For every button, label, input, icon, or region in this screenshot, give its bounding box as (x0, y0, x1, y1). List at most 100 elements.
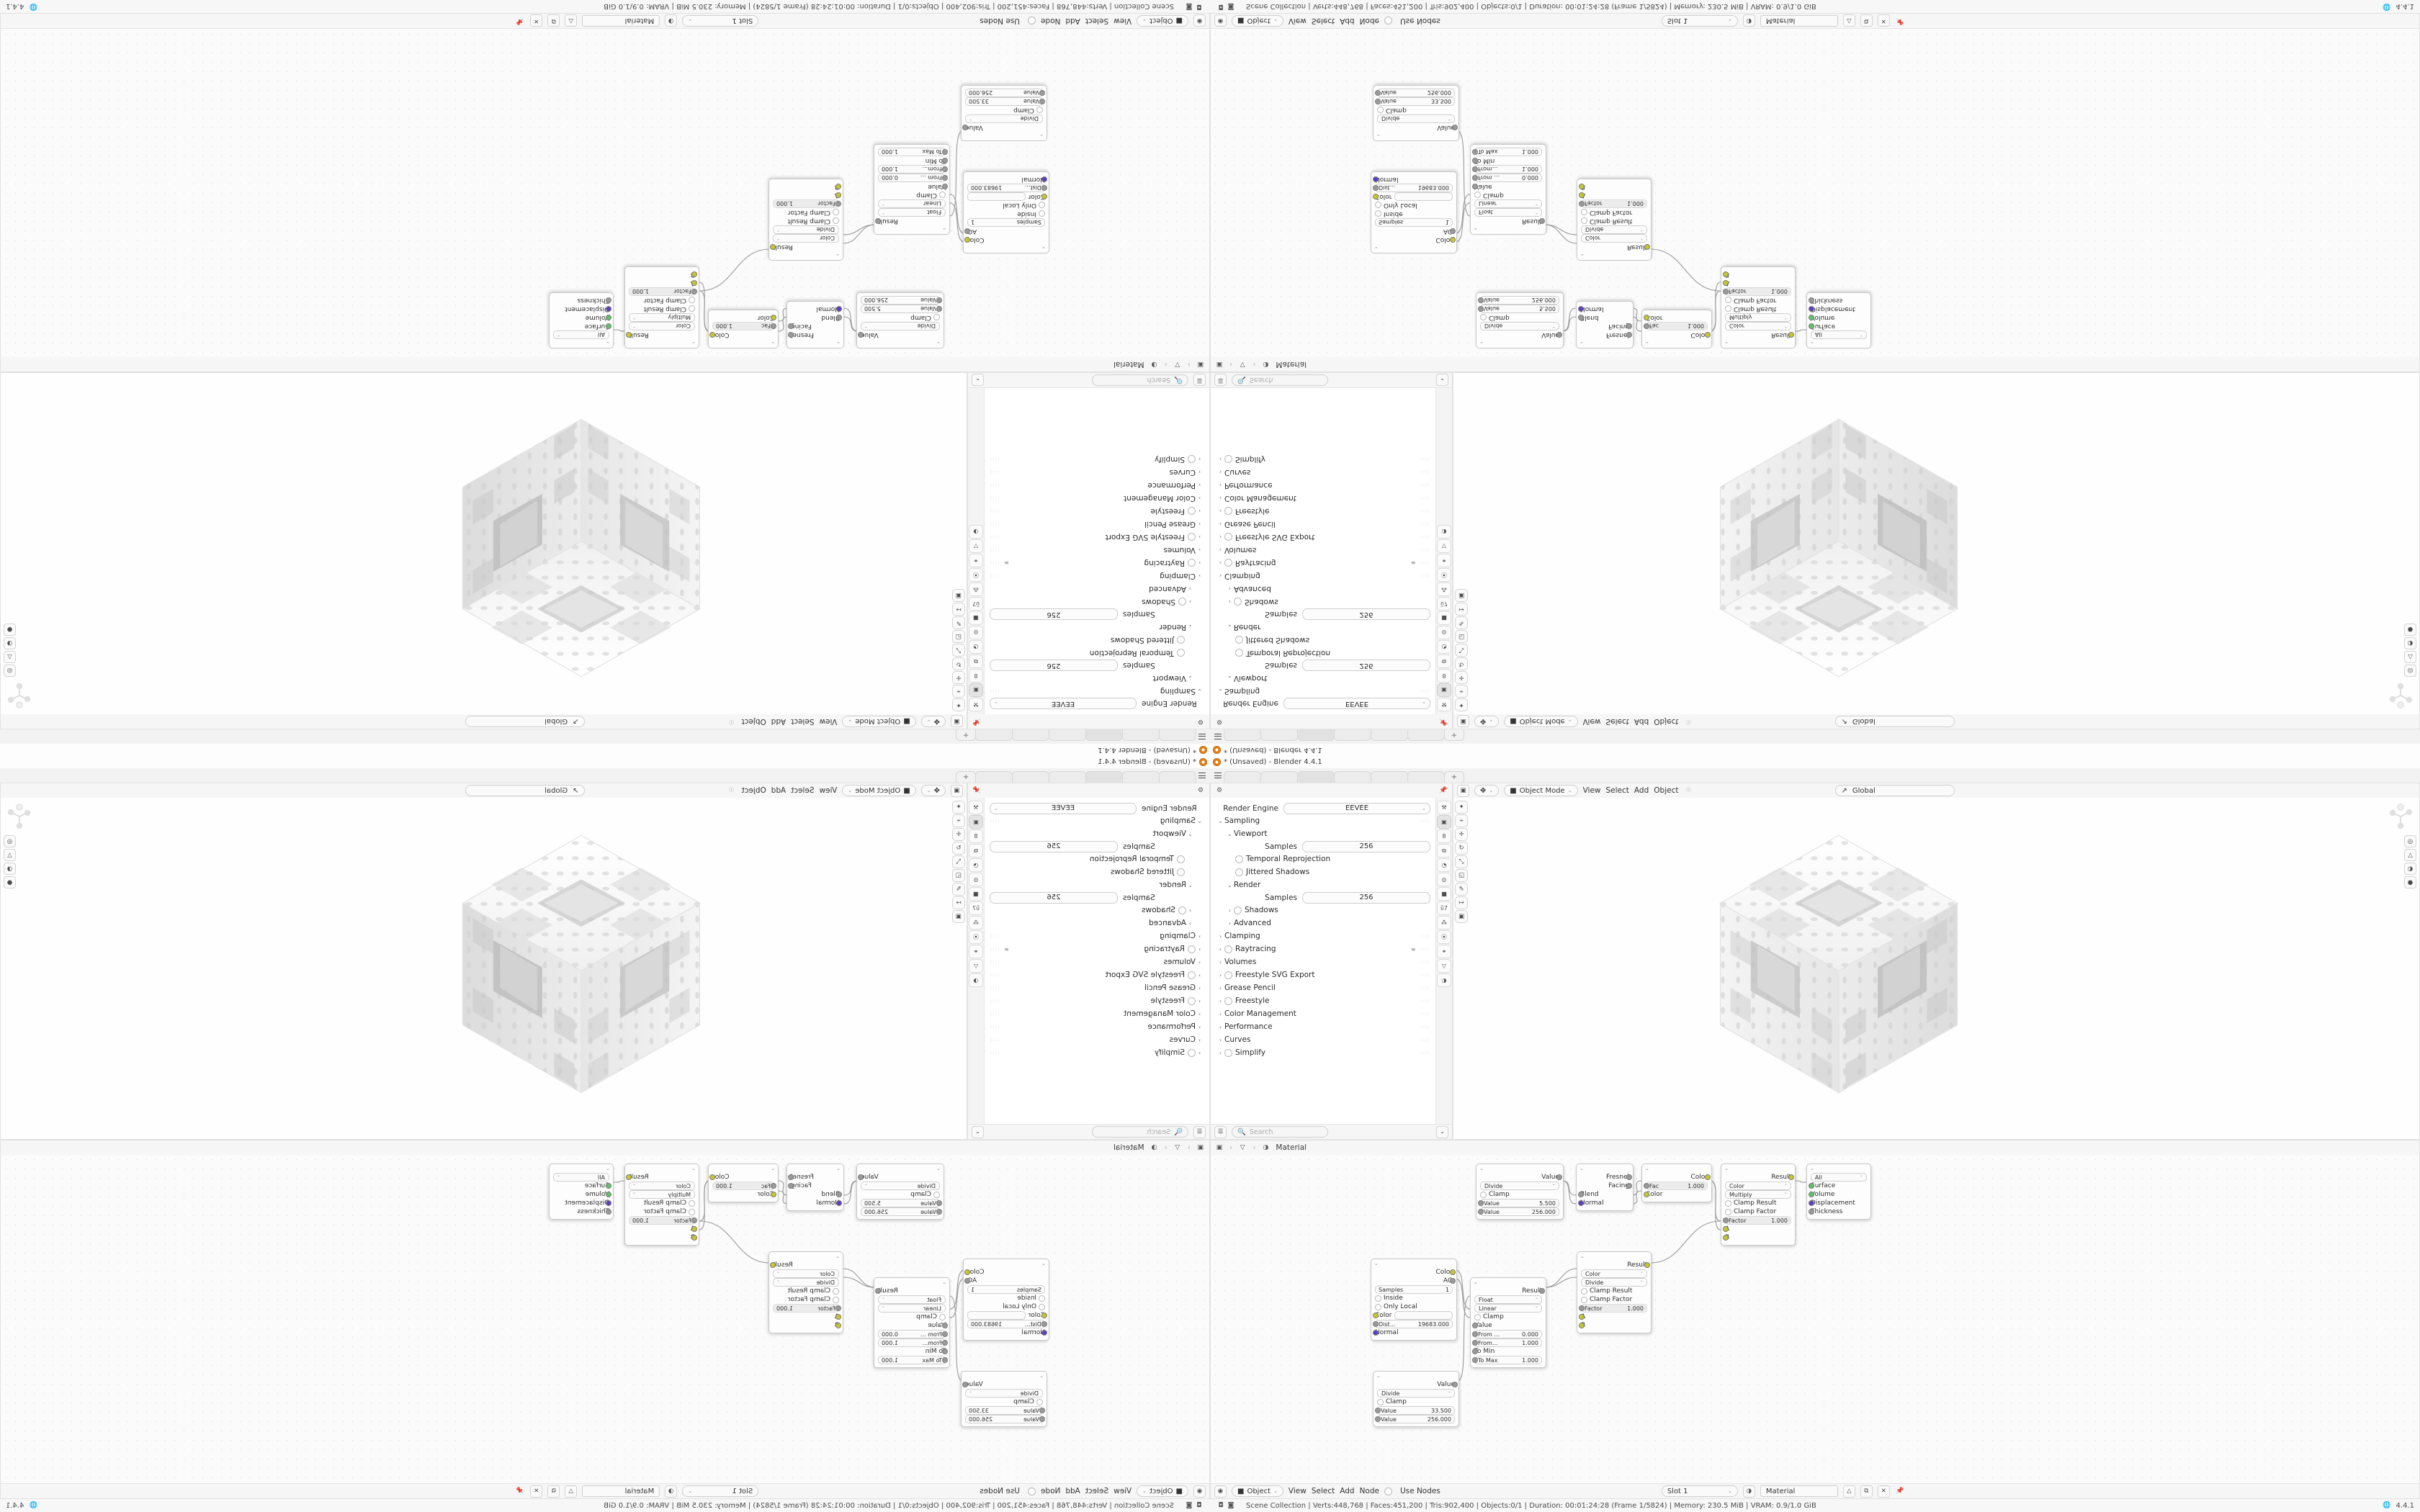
property-value-field[interactable]: 256 (1302, 841, 1430, 852)
node-value-row[interactable]: To Max 1.000 (1474, 148, 1542, 156)
use-nodes-checkbox[interactable] (1028, 17, 1036, 25)
property-section-header[interactable]: ⌄ Sampling:::: (990, 685, 1204, 698)
socket-dot-yel[interactable] (1450, 237, 1456, 243)
rotate-tool-icon[interactable]: ↻ (1455, 842, 1468, 855)
checkbox[interactable] (1480, 1192, 1487, 1198)
tweak-tool-icon[interactable]: ✦ (1455, 698, 1468, 711)
shader-node[interactable]: ⌄ValueDivideClampValue5.500Value256.000 (1476, 292, 1564, 348)
shader-node[interactable]: ⌄ Fresnel Facing Blend Normal (786, 301, 844, 348)
node-output-socket[interactable]: Value (1480, 1173, 1559, 1182)
object-mode-dropdown[interactable]: ■ Object Mode ⌄ (842, 716, 915, 727)
socket-dot-gry[interactable] (1809, 297, 1814, 303)
preset-list-icon[interactable]: ≡ (1004, 946, 1009, 953)
socket-dot-pur[interactable] (1042, 1330, 1048, 1336)
node-output-socket[interactable]: Result (773, 243, 839, 251)
node-value-field[interactable]: Factor 1.000 (629, 1216, 695, 1225)
gizmo-icon[interactable]: ☉ (727, 786, 737, 796)
socket-dot-gry[interactable] (1472, 175, 1478, 181)
property-section-header[interactable]: › Raytracing ≡:::: (1216, 942, 1430, 955)
node-dropdown[interactable]: Divide (1480, 322, 1559, 331)
annotate-tool-icon[interactable]: ✎ (1455, 616, 1468, 629)
preset-list-icon[interactable]: ≡ (1004, 560, 1009, 567)
workspace-tab[interactable] (1122, 771, 1160, 783)
menu-object[interactable]: Object (742, 786, 766, 795)
checkbox[interactable] (1377, 1399, 1384, 1405)
node-value-field[interactable]: To Max 1.000 (878, 1356, 946, 1365)
disclosure-triangle-icon[interactable]: ⌄ (1226, 675, 1234, 682)
node-collapse-icon[interactable]: ⌄ (1721, 1164, 1795, 1172)
socket-dot-yel[interactable] (1579, 1323, 1585, 1328)
scale-tool-icon[interactable]: ⤡ (952, 644, 965, 657)
section-toggle-checkbox[interactable] (1178, 598, 1186, 606)
shader-node-canvas[interactable]: ⌄ValueDivideClampValue5.500Value256.000⌄… (1211, 1155, 2419, 1484)
render-engine-dropdown[interactable]: EEVEE ⌄ (1283, 803, 1430, 814)
property-checkbox-row[interactable]: Temporal Reprojection (990, 647, 1204, 660)
add-cube-tool-icon[interactable]: ▣ (952, 589, 965, 602)
property-section-header[interactable]: ⌄ Viewport (1216, 827, 1430, 840)
pin-icon[interactable]: 📌 (972, 786, 982, 796)
use-nodes-checkbox[interactable] (1028, 1488, 1036, 1495)
material-name-field[interactable]: Material (582, 15, 660, 27)
node-value-row[interactable]: Value 5.500 (861, 1199, 940, 1207)
socket-dot-gry[interactable] (1578, 315, 1584, 320)
node-dropdown-row[interactable]: Divide (1480, 322, 1559, 330)
node-dropdown[interactable]: Divide (861, 322, 940, 331)
disclosure-triangle-icon[interactable]: › (1216, 972, 1224, 978)
disclosure-triangle-icon[interactable]: › (1216, 1037, 1224, 1043)
node-input-row[interactable]: Normal (791, 305, 840, 313)
workspace-tab[interactable] (1260, 771, 1298, 783)
disclosure-triangle-icon[interactable]: › (1216, 959, 1224, 966)
node-input-row[interactable]: Color (1646, 1190, 1708, 1199)
pin-icon[interactable]: 📌 (1895, 16, 1905, 26)
node-input-row[interactable]: B (1725, 270, 1791, 279)
node-input-row[interactable]: A (1725, 1225, 1791, 1233)
object-mode-dropdown[interactable]: ■ Object Mode ⌄ (1504, 716, 1577, 727)
node-input-row[interactable]: Blend (1580, 313, 1629, 322)
node-value-row[interactable]: To Max 1.000 (1474, 1356, 1542, 1364)
disclosure-triangle-icon[interactable]: ⌄ (1226, 882, 1234, 888)
node-value-row[interactable]: Dist... 19683.000 (1375, 1320, 1453, 1328)
node-input-row[interactable]: Displacement (1811, 305, 1867, 313)
node-collapse-icon[interactable]: ⌄ (1721, 340, 1795, 348)
socket-dot-gry[interactable] (1472, 1331, 1478, 1337)
disclosure-triangle-icon[interactable]: › (1196, 508, 1204, 515)
annotate-tool-icon[interactable]: ✎ (952, 883, 965, 896)
constraints-icon[interactable]: ⚭ (969, 554, 983, 567)
property-section-header[interactable]: ⌄ Viewport (990, 827, 1204, 840)
shader-node[interactable]: ⌄ValueDivideClampValue33.500Value256.000 (1373, 1371, 1459, 1427)
property-checkbox-row[interactable]: Temporal Reprojection (1216, 852, 1430, 865)
fractal-cube-object[interactable] (412, 805, 750, 1139)
node-value-row[interactable]: Samples 1 (967, 218, 1045, 227)
disclosure-triangle-icon[interactable]: › (1216, 482, 1224, 489)
node-input-row[interactable]: A (1581, 1313, 1647, 1321)
node-dropdown[interactable]: Color (1581, 234, 1647, 243)
checkbox[interactable] (1375, 202, 1381, 209)
socket-dot-gry[interactable] (1375, 99, 1381, 104)
disclosure-triangle-icon[interactable]: ⌄ (1216, 688, 1224, 695)
node-input-row[interactable]: Normal (1375, 1328, 1453, 1337)
modifiers-icon[interactable]: ὒ7 (969, 901, 983, 915)
node-value-row[interactable]: Fac 1.000 (1646, 1182, 1708, 1190)
socket-dot-gry[interactable] (1452, 1382, 1458, 1387)
disclosure-triangle-icon[interactable]: › (1216, 508, 1224, 515)
node-dropdown[interactable]: Multiply (1725, 1190, 1791, 1200)
menu-add[interactable]: Add (1634, 786, 1649, 795)
annotate-tool-icon[interactable]: ✎ (1455, 883, 1468, 896)
node-checkbox-row[interactable]: Clamp (1474, 191, 1542, 199)
node-checkbox-row[interactable]: Clamp Result (1725, 305, 1791, 313)
node-dropdown[interactable]: Divide (773, 225, 839, 235)
node-checkbox-row[interactable]: Inside (967, 1294, 1045, 1302)
scene-icon[interactable]: ◔ (1437, 640, 1451, 654)
node-output-socket[interactable]: Result (1581, 243, 1647, 251)
node-dropdown-row[interactable]: Color (1725, 322, 1791, 330)
node-value-field[interactable]: Factor 1.000 (1581, 1304, 1647, 1313)
measure-tool-icon[interactable]: ↦ (952, 896, 965, 909)
socket-dot-gry[interactable] (1578, 1192, 1584, 1197)
socket-dot-gry[interactable] (836, 201, 842, 207)
node-output-socket[interactable]: Color (1646, 1173, 1708, 1182)
scale-tool-icon[interactable]: ⤡ (1455, 855, 1468, 868)
node-value-row[interactable]: Dist... 19683.000 (967, 184, 1045, 192)
node-dropdown-row[interactable]: Divide (773, 1278, 839, 1287)
checkbox[interactable] (1235, 855, 1243, 863)
property-section-header[interactable]: › Curves:::: (1216, 1033, 1430, 1046)
